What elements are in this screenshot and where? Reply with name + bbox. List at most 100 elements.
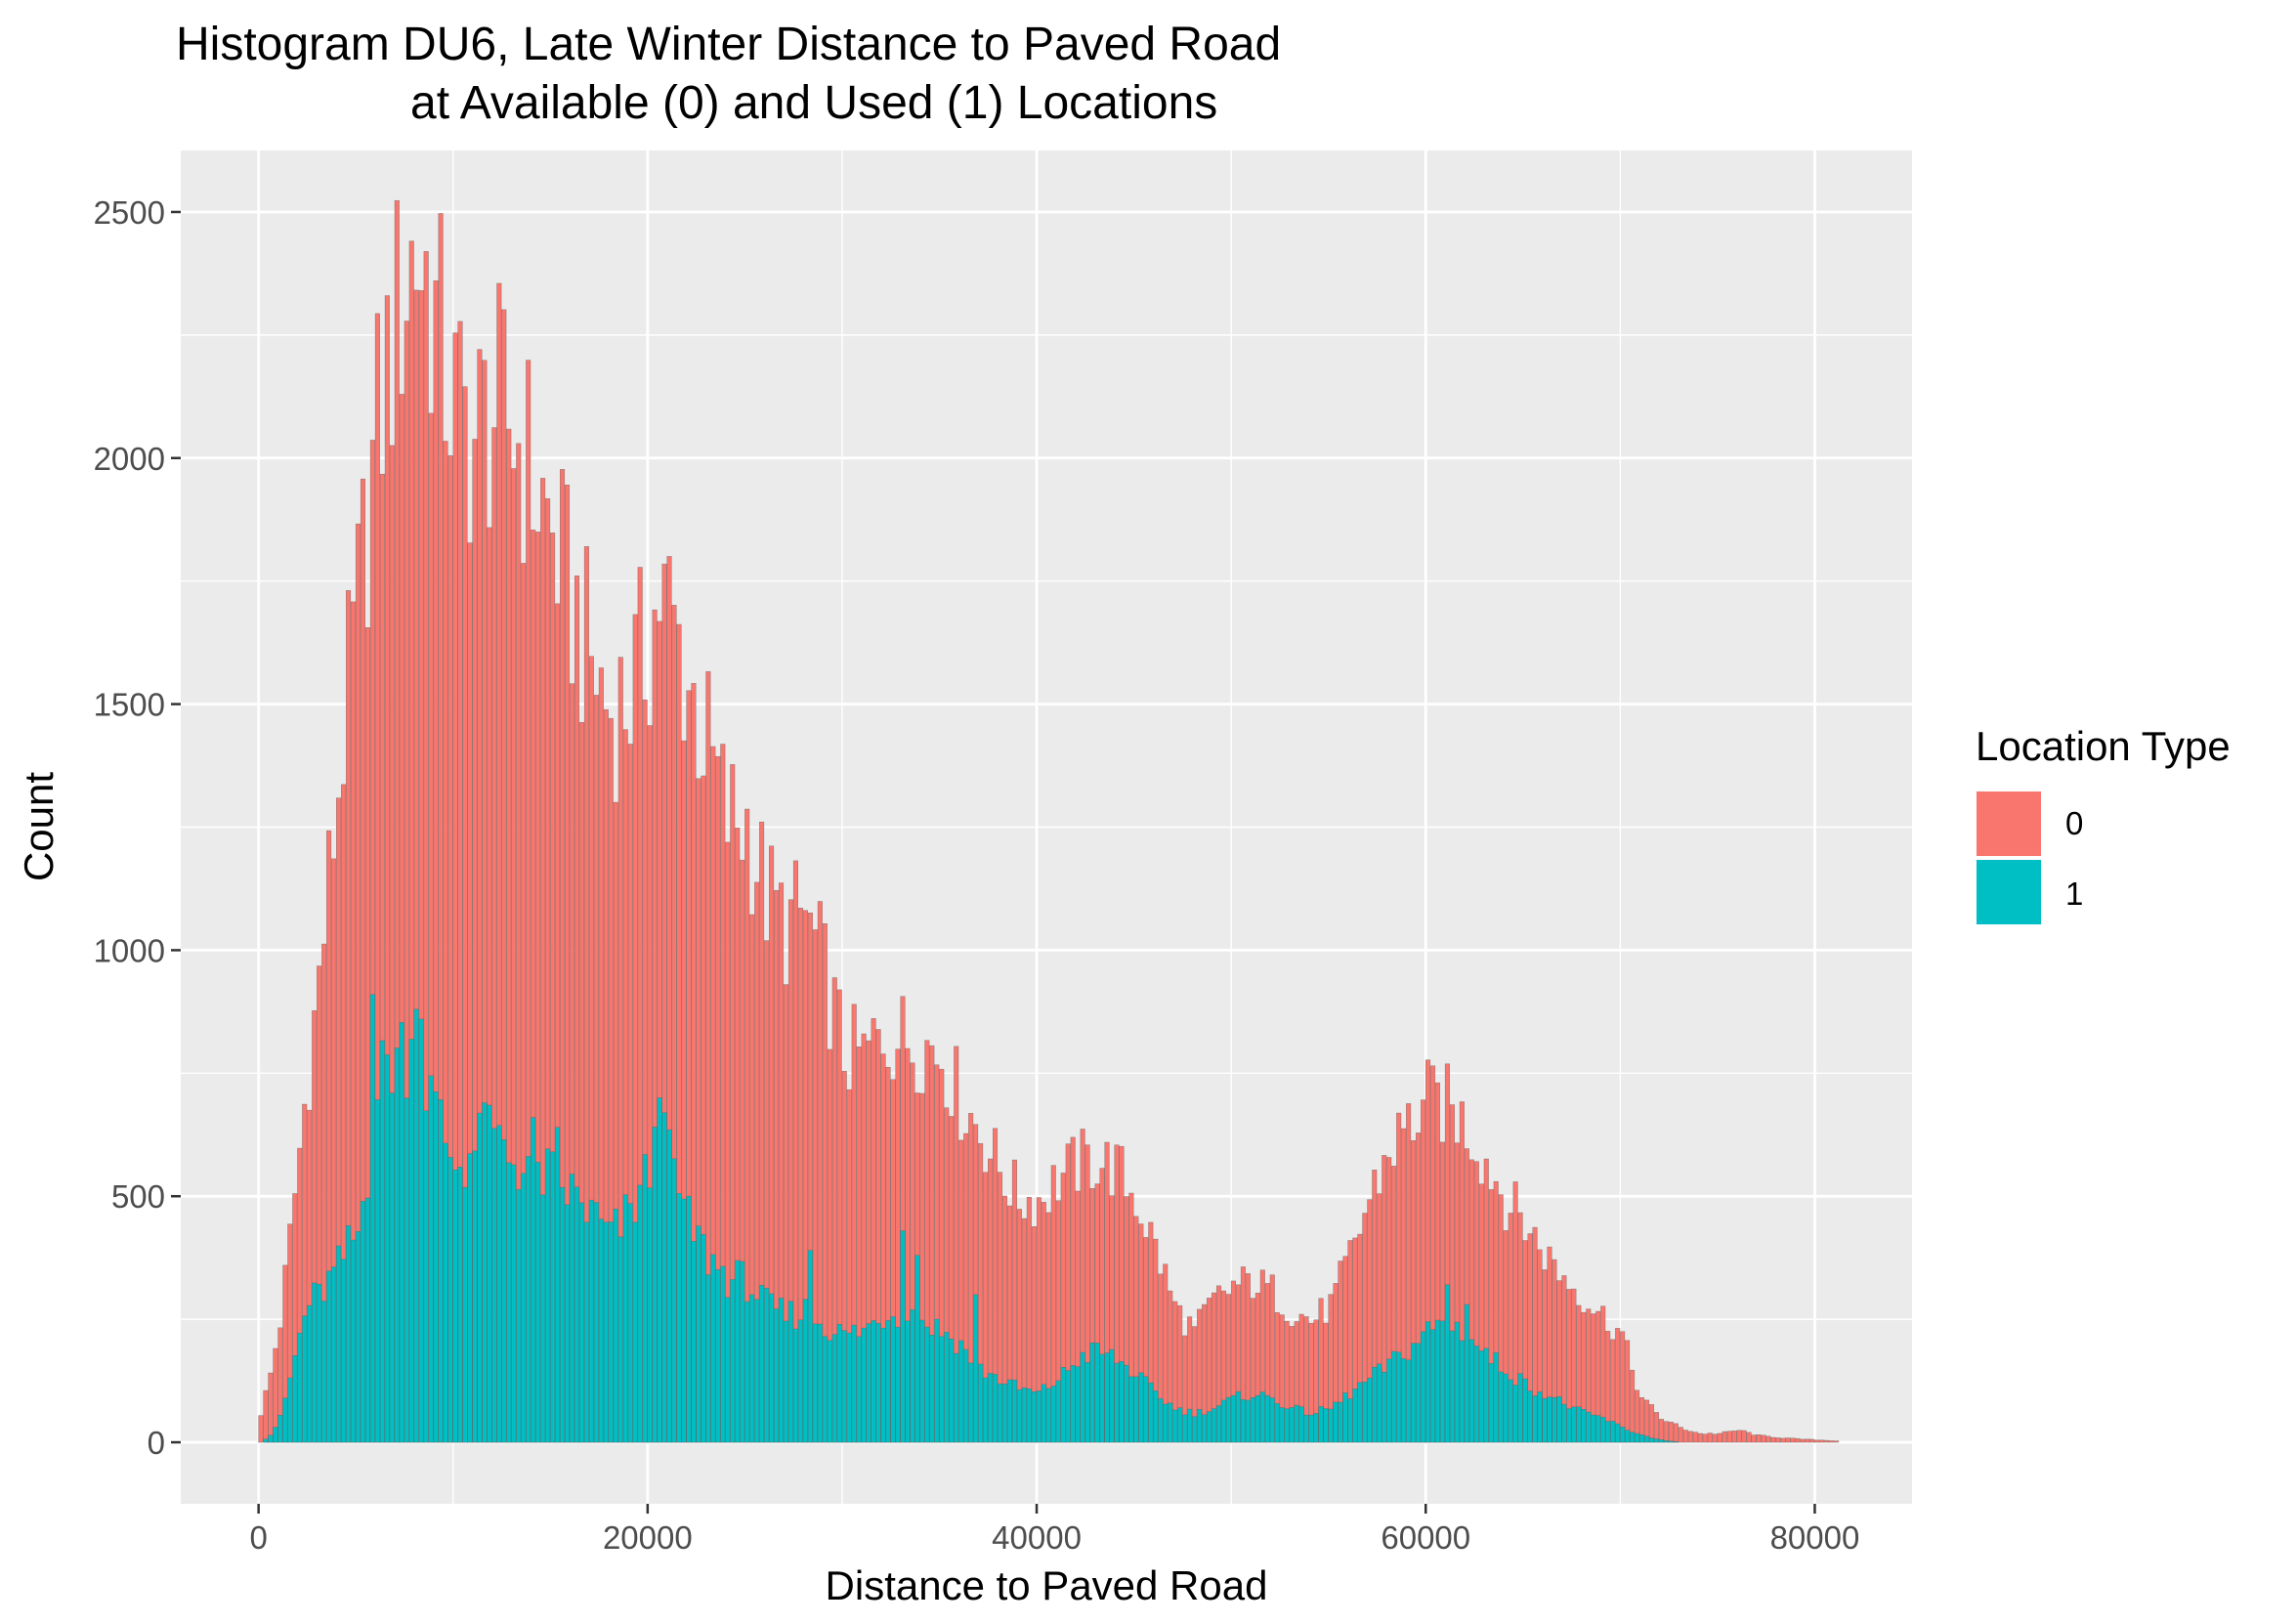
bar-series-1 [598,1218,604,1443]
bar-series-0 [1785,1437,1791,1443]
legend-title: Location Type [1976,723,2231,769]
bar-series-1 [1182,1414,1188,1443]
bar-series-1 [593,1202,599,1443]
bar-series-1 [1552,1396,1557,1443]
bar-series-1 [1041,1384,1046,1443]
bar-series-1 [1318,1406,1324,1443]
bar-series-1 [1498,1371,1504,1443]
bar-series-1 [1357,1382,1363,1443]
x-tick-label: 40000 [992,1519,1082,1556]
bar-series-1 [1401,1358,1407,1443]
bar-series-1 [1153,1390,1159,1443]
legend-key-1 [1977,860,2041,924]
bar-series-1 [321,1301,327,1443]
x-tick-label: 80000 [1770,1519,1860,1556]
bar-series-1 [632,1221,638,1443]
bar-series-1 [1556,1396,1562,1443]
bar-series-0 [1658,1419,1664,1443]
x-tick-label: 60000 [1381,1519,1470,1556]
bar-series-1 [701,1234,706,1443]
bar-series-1 [954,1352,959,1443]
bar-series-1 [880,1327,886,1443]
bar-series-1 [1581,1409,1587,1443]
bar-series-1 [491,1128,497,1443]
bar-series-1 [452,1169,458,1443]
bar-series-1 [1084,1362,1090,1443]
bar-series-1 [652,1127,658,1443]
bar-series-1 [1284,1408,1290,1443]
bar-series-1 [1411,1343,1417,1443]
bar-series-1 [477,1112,483,1443]
bar-series-0 [1795,1437,1801,1443]
x-tick-label: 0 [249,1519,267,1556]
bar-series-1 [1605,1421,1611,1443]
chart-title-line-2: at Available (0) and Used (1) Locations [410,77,1217,129]
bar-series-1 [1429,1329,1436,1443]
bar-series-1 [1045,1388,1051,1443]
x-axis-title: Distance to Paved Road [826,1562,1268,1608]
bar-series-1 [696,1225,702,1443]
bar-series-1 [988,1373,994,1443]
bar-series-1 [1070,1365,1076,1443]
bar-series-0 [1834,1440,1840,1443]
bar-series-1 [1347,1398,1353,1443]
bar-series-1 [1522,1378,1528,1443]
legend-label-1: 1 [2065,876,2083,912]
bar-series-1 [350,1239,357,1443]
bar-series-0 [1687,1431,1693,1443]
bar-series-1 [1488,1363,1494,1443]
bar-series-1 [1220,1399,1227,1443]
bar-series-1 [1478,1350,1484,1443]
bar-series-0 [1722,1431,1727,1443]
bar-series-1 [1595,1415,1601,1443]
bar-series-1 [555,1127,561,1443]
bar-series-1 [428,1075,434,1443]
bar-series-1 [1493,1351,1499,1443]
bar-series-0 [1805,1438,1810,1443]
bar-series-1 [613,1208,618,1443]
bar-series-1 [992,1374,999,1443]
bar-series-1 [394,1047,400,1443]
bar-series-1 [467,1153,473,1443]
bar-series-1 [389,1092,395,1443]
bar-series-1 [744,1301,750,1443]
bar-series-1 [1274,1403,1280,1443]
bar-series-1 [905,1320,911,1443]
bar-series-1 [472,1150,478,1443]
bar-series-1 [535,1162,541,1443]
bar-series-1 [1269,1397,1275,1443]
bar-series-1 [423,1110,429,1443]
bar-series-1 [545,1148,551,1443]
bar-series-1 [1099,1353,1105,1443]
bar-series-1 [443,1142,448,1443]
bar-series-1 [1294,1404,1299,1443]
bar-series-1 [622,1194,628,1443]
bar-series-1 [413,1008,419,1443]
bar-series-1 [1001,1383,1008,1443]
bar-series-1 [812,1323,818,1443]
bar-series-0 [1770,1436,1776,1443]
bar-series-1 [1172,1409,1178,1443]
bar-series-1 [997,1383,1003,1443]
bar-series-0 [1726,1431,1732,1443]
bar-series-1 [715,1269,721,1443]
bar-series-1 [312,1282,318,1443]
bar-series-1 [1459,1340,1465,1443]
bar-series-1 [277,1414,283,1443]
bar-series-1 [1104,1352,1110,1443]
bar-series-1 [1571,1406,1577,1443]
bar-series-1 [550,1151,556,1443]
bar-series-1 [1192,1416,1198,1443]
bar-series-1 [1542,1397,1548,1443]
y-tick-label: 2500 [94,194,165,231]
bar-series-1 [1421,1331,1426,1443]
bar-series-0 [1790,1437,1796,1443]
bar-series-1 [778,1298,785,1443]
bar-series-1 [647,1187,653,1443]
bar-series-1 [1323,1408,1329,1443]
bar-series-1 [1094,1343,1100,1443]
bar-series-1 [1124,1364,1129,1443]
bar-series-1 [807,1250,813,1443]
bar-series-1 [1468,1339,1474,1443]
bar-series-1 [1021,1387,1027,1443]
